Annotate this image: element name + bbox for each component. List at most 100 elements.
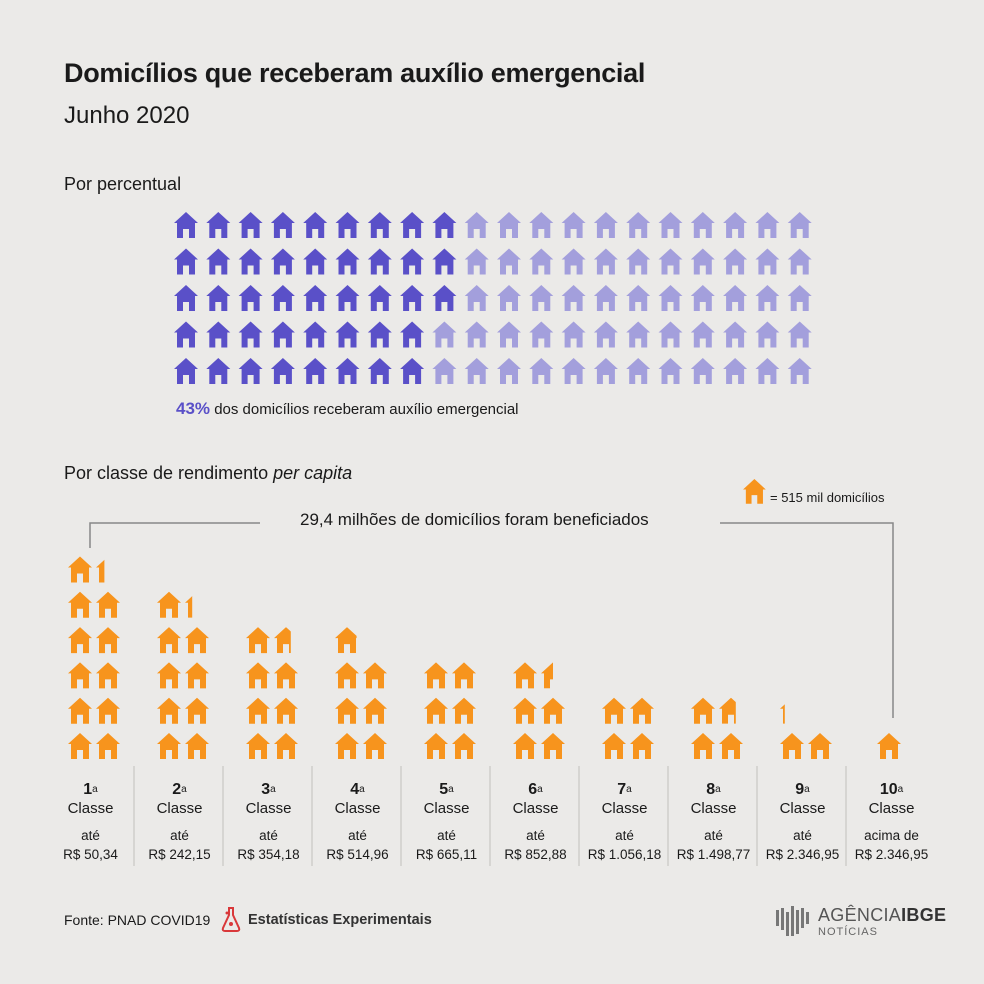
class-word: Classe (334, 800, 381, 817)
class-house-icon (335, 627, 357, 654)
class-house-icon (185, 733, 209, 759)
waffle-house (529, 358, 554, 384)
class-house-icon (68, 697, 92, 724)
class-columns (68, 556, 901, 759)
class-number: 4a (313, 780, 402, 799)
class-word: Classe (601, 800, 648, 817)
class-prefix: até (437, 828, 456, 843)
waffle-house-highlighted (432, 248, 457, 275)
class-house-icon (157, 627, 181, 654)
class-label-3: 3a Classe até R$ 354,18 (224, 780, 313, 864)
waffle-house (723, 358, 748, 384)
waffle-house (497, 285, 521, 311)
waffle-house (593, 212, 618, 238)
class-house-icon (780, 704, 785, 724)
class-house-icon (424, 733, 448, 759)
class-word: Classe (868, 800, 915, 817)
waffle-house (755, 212, 780, 238)
percent-caption: 43% dos domicílios receberam auxílio eme… (176, 399, 519, 419)
class-number-sup: a (92, 784, 98, 795)
percent-caption-text: dos domicílios receberam auxílio emergen… (214, 401, 519, 418)
class-value: R$ 50,34 (63, 847, 118, 862)
waffle-house-highlighted (238, 285, 263, 311)
page-title: Domicílios que receberam auxílio emergen… (64, 58, 646, 88)
percent-highlight: 43% (176, 399, 211, 418)
class-house-icon (452, 662, 476, 689)
waffle-house-highlighted (270, 212, 295, 238)
class-number-sup: a (537, 784, 543, 795)
legend-label: = 515 mil domicílios (770, 490, 885, 505)
class-word: Classe (67, 800, 114, 817)
class-house-icon (602, 697, 626, 724)
class-house-icon (274, 697, 298, 724)
waffle-house (755, 285, 780, 311)
waffle-house (626, 321, 651, 348)
waffle-house-highlighted (270, 248, 295, 275)
class-label-4: 4a Classe até R$ 514,96 (313, 780, 402, 864)
class-house-icon (513, 662, 537, 689)
waffle-house (690, 248, 715, 275)
waffle-house-highlighted (335, 248, 360, 275)
class-house-icon (246, 697, 270, 724)
class-house-icon (424, 662, 448, 689)
waffle-house (561, 321, 586, 348)
ibge-logo-icon (776, 906, 809, 936)
waffle-house (497, 321, 521, 348)
class-number-value: 7 (617, 781, 627, 798)
waffle-grid (174, 212, 812, 384)
waffle-house-highlighted (206, 212, 231, 238)
class-house-icon (335, 733, 359, 759)
class-house-icon (68, 556, 92, 583)
column-dividers (133, 766, 847, 866)
class-word: Classe (512, 800, 559, 817)
class-house-icon (363, 662, 387, 689)
waffle-house (497, 212, 521, 238)
waffle-house (561, 248, 586, 275)
experimental-label: Estatísticas Experimentais (248, 912, 432, 928)
waffle-house (529, 321, 554, 348)
class-label-9: 9a Classe até R$ 2.346,95 (758, 780, 847, 864)
class-number-sup: a (897, 784, 904, 795)
waffle-house (626, 358, 651, 384)
class-house-icon (541, 662, 553, 689)
class-label-7: 7a Classe até R$ 1.056,18 (580, 780, 669, 864)
class-number-sup: a (715, 784, 721, 795)
class-house-icon (363, 697, 387, 724)
class-label-8: 8a Classe até R$ 1.498,77 (669, 780, 758, 864)
class-house-icon (68, 627, 92, 654)
waffle-house (497, 248, 521, 275)
section-class-label-text: Por classe de rendimento (64, 463, 269, 483)
waffle-house (787, 358, 812, 384)
class-number: 2a (135, 780, 224, 799)
waffle-house-highlighted (367, 321, 392, 348)
class-value: R$ 852,88 (504, 847, 567, 862)
waffle-house (529, 248, 554, 275)
class-number-sup: a (448, 784, 454, 795)
class-column-5 (424, 662, 476, 759)
class-house-icon (246, 733, 270, 759)
class-column-1 (68, 556, 120, 759)
section-percent-label: Por percentual (64, 174, 182, 194)
waffle-house (690, 358, 715, 384)
class-house-icon (246, 662, 270, 689)
class-house-icon (96, 662, 120, 689)
class-house-icon (96, 559, 105, 583)
class-house-icon (68, 591, 92, 618)
waffle-house-highlighted (206, 248, 231, 275)
class-prefix: até (348, 828, 367, 843)
waffle-house (658, 248, 683, 275)
class-number-sup: a (270, 784, 276, 795)
class-column-8 (691, 697, 743, 759)
class-house-icon (185, 627, 209, 654)
bracket-left (89, 522, 260, 548)
bracket-right (720, 522, 894, 718)
waffle-house (723, 212, 748, 238)
waffle-house-highlighted (270, 358, 295, 384)
class-word: Classe (156, 800, 203, 817)
waffle-house (690, 321, 715, 348)
waffle-house-highlighted (238, 248, 263, 275)
waffle-house (658, 321, 683, 348)
class-label-6: 6a Classe até R$ 852,88 (491, 780, 580, 864)
waffle-house-highlighted (238, 358, 263, 384)
